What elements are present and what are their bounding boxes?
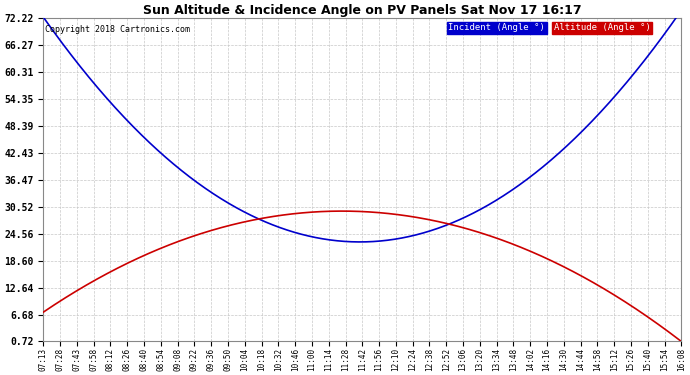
Text: Altitude (Angle °): Altitude (Angle °) [553, 23, 651, 32]
Title: Sun Altitude & Incidence Angle on PV Panels Sat Nov 17 16:17: Sun Altitude & Incidence Angle on PV Pan… [143, 4, 582, 17]
Text: Copyright 2018 Cartronics.com: Copyright 2018 Cartronics.com [45, 25, 190, 34]
Text: Incident (Angle °): Incident (Angle °) [448, 23, 545, 32]
